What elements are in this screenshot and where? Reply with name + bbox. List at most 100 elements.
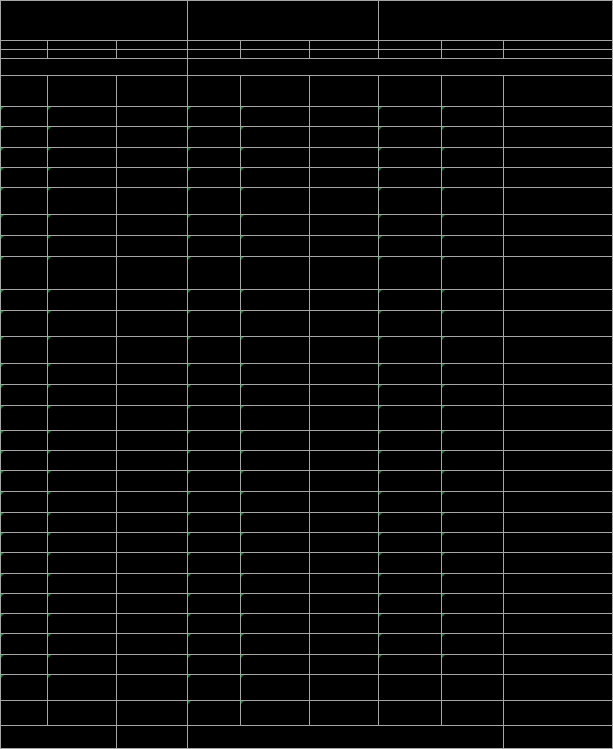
- cell-name-c[interactable]: 其他资本性支出: [440, 106, 505, 127]
- cell-amount-a[interactable]: [116, 106, 188, 127]
- cell-name-c[interactable]: 公务用车购置: [440, 384, 505, 406]
- cell-name-a[interactable]: 退职（役）费: [47, 405, 118, 431]
- cell-code-a[interactable]: 20102: [0, 147, 49, 168]
- cell-name-a[interactable]: 医疗费: [47, 491, 118, 513]
- cell-amount-b[interactable]: [308, 310, 379, 337]
- cell-code-b[interactable]: 30209: [186, 310, 241, 337]
- cell-amount-a[interactable]: [116, 593, 188, 614]
- cell-amount-a[interactable]: [116, 674, 188, 701]
- cell-code-c[interactable]: 39906: [377, 654, 442, 675]
- cell-amount-a[interactable]: [116, 167, 188, 188]
- cell-name-b[interactable]: 电费: [239, 235, 310, 257]
- cell-amount-a[interactable]: [116, 405, 188, 431]
- cell-name-c[interactable]: 专用设备购置: [440, 167, 505, 188]
- cell-amount-b[interactable]: [308, 363, 379, 385]
- cell-code-b[interactable]: 30216: [186, 450, 241, 471]
- cell-code-b[interactable]: 30240: [186, 674, 241, 701]
- cell-code-b[interactable]: 30208: [186, 289, 241, 311]
- cell-name-a[interactable]: 工资福利支出: [47, 106, 118, 127]
- cell-amount-b[interactable]: [308, 470, 379, 492]
- cell-name-c[interactable]: [440, 674, 505, 701]
- cell-name-c[interactable]: 土地补偿: [440, 289, 505, 311]
- cell-amount-c[interactable]: [503, 593, 613, 614]
- cell-code-b[interactable]: 302: [186, 106, 241, 127]
- cell-code-c[interactable]: 31020: [377, 430, 442, 451]
- cell-name-b[interactable]: 水费: [239, 214, 310, 236]
- cell-code-c[interactable]: [377, 674, 442, 701]
- cell-name-a[interactable]: 离休费: [47, 363, 118, 385]
- cell-name-b[interactable]: 印刷费: [239, 147, 310, 168]
- cell-name-b[interactable]: 福利费: [239, 613, 310, 634]
- cell-code-b[interactable]: 30239: [186, 654, 241, 675]
- cell-name-a[interactable]: 其他对个人和家庭的补助支出: [47, 674, 118, 701]
- cell-amount-b[interactable]: [308, 654, 379, 675]
- cell-code-c[interactable]: 30707: [377, 613, 442, 634]
- cell-amount-b[interactable]: [308, 336, 379, 364]
- cell-name-c[interactable]: 信息网络及软件购置更新: [440, 235, 505, 257]
- cell-name-b[interactable]: 培训费: [239, 450, 310, 471]
- cell-name-a[interactable]: 伙食补助费: [47, 214, 118, 236]
- cell-code-c[interactable]: 31002: [377, 147, 442, 168]
- cell-amount-c[interactable]: [503, 450, 613, 471]
- cell-amount-b[interactable]: [308, 405, 379, 431]
- cell-amount-c[interactable]: [503, 187, 613, 215]
- cell-name-a[interactable]: 物业服务补贴: [47, 654, 118, 675]
- cell-name-a[interactable]: 机关事业单位基本养老保险缴费: [47, 256, 118, 290]
- cell-code-a[interactable]: 202: [0, 336, 49, 364]
- cell-name-c[interactable]: 大型修缮: [440, 214, 505, 236]
- cell-name-c[interactable]: 事业单位补贴: [440, 512, 505, 533]
- cell-name-c[interactable]: 基础设施建设: [440, 187, 505, 215]
- cell-amount-a[interactable]: [116, 336, 188, 364]
- cell-amount-b[interactable]: [308, 384, 379, 406]
- cell-amount-a[interactable]: [116, 384, 188, 406]
- cell-amount-b[interactable]: [308, 235, 379, 257]
- cell-name-a[interactable]: 奖金: [47, 167, 118, 188]
- cell-name-b[interactable]: 取暖费: [239, 289, 310, 311]
- cell-code-b[interactable]: 30225: [186, 532, 241, 553]
- cell-code-c[interactable]: 31008: [377, 256, 442, 290]
- cell-name-c[interactable]: 安置补助: [440, 310, 505, 337]
- cell-amount-b[interactable]: [308, 187, 379, 215]
- cell-code-a[interactable]: 20207: [0, 491, 49, 513]
- cell-code-b[interactable]: 30204: [186, 187, 241, 215]
- cell-code-b[interactable]: 30215: [186, 430, 241, 451]
- cell-name-b[interactable]: 商品和服务支出: [239, 106, 310, 127]
- cell-amount-a[interactable]: [116, 552, 188, 574]
- cell-code-b[interactable]: 30212: [186, 363, 241, 385]
- cell-name-c[interactable]: 企业政策性补贴: [440, 491, 505, 513]
- cell-code-b[interactable]: 30299: [186, 700, 241, 726]
- cell-code-a[interactable]: 201: [0, 106, 49, 127]
- cell-name-b[interactable]: 租赁费: [239, 405, 310, 431]
- cell-name-c[interactable]: 其他对企事业单位的补贴: [440, 552, 505, 574]
- cell-code-c[interactable]: 31006: [377, 214, 442, 236]
- cell-code-a[interactable]: 20204: [0, 430, 49, 451]
- cell-code-a[interactable]: 20212: [0, 593, 49, 614]
- cell-amount-c[interactable]: [503, 674, 613, 701]
- cell-code-a[interactable]: 20213: [0, 613, 49, 634]
- cell-amount-c[interactable]: [503, 654, 613, 675]
- cell-amount-c[interactable]: [503, 512, 613, 533]
- cell-name-c[interactable]: 国内债务付息: [440, 593, 505, 614]
- cell-name-b[interactable]: 工会经费: [239, 593, 310, 614]
- cell-code-c[interactable]: 30499: [377, 552, 442, 574]
- cell-name-b[interactable]: 差旅费: [239, 336, 310, 364]
- cell-amount-c[interactable]: [503, 106, 613, 127]
- cell-code-a[interactable]: 20106: [0, 214, 49, 236]
- cell-code-c[interactable]: 310: [377, 106, 442, 127]
- cell-amount-c[interactable]: [503, 532, 613, 553]
- cell-name-c[interactable]: [440, 700, 505, 726]
- cell-amount-b[interactable]: [308, 147, 379, 168]
- cell-amount-a[interactable]: [116, 126, 188, 148]
- cell-amount-c[interactable]: [503, 405, 613, 431]
- cell-code-a[interactable]: 20103: [0, 167, 49, 188]
- cell-name-a[interactable]: 职业年金缴费: [47, 289, 118, 311]
- cell-amount-b[interactable]: [308, 430, 379, 451]
- cell-amount-a[interactable]: [116, 512, 188, 533]
- cell-name-c[interactable]: 债务利息支出: [440, 573, 505, 594]
- cell-amount-a[interactable]: [116, 187, 188, 215]
- cell-amount-c[interactable]: [503, 573, 613, 594]
- cell-name-a[interactable]: 生产补贴: [47, 552, 118, 574]
- cell-amount-a[interactable]: [116, 310, 188, 337]
- cell-amount-b[interactable]: [308, 593, 379, 614]
- cell-amount-a[interactable]: [116, 470, 188, 492]
